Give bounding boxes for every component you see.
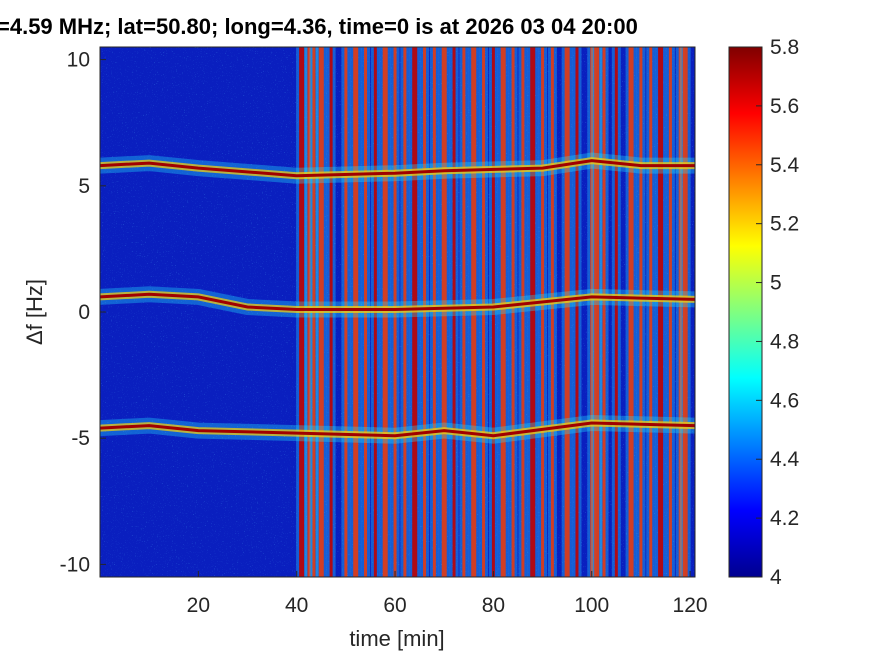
y-tick-label: 5 bbox=[78, 175, 90, 198]
band bbox=[462, 47, 466, 577]
x-tick-label: 100 bbox=[574, 594, 609, 617]
band bbox=[614, 47, 618, 577]
band bbox=[575, 47, 579, 577]
colorbar-ticks: 5.8 5.6 5.4 5.2 5 4.8 4.6 4.4 4.2 4 bbox=[756, 36, 800, 589]
colorbar-frame bbox=[728, 46, 763, 578]
colorbar-tick-label: 4.6 bbox=[770, 389, 799, 412]
band bbox=[639, 47, 643, 577]
colorbar-tick-label: 5.8 bbox=[770, 36, 799, 59]
colorbar-tick-label: 4.4 bbox=[770, 448, 800, 471]
colorbar-tick-label: 4.8 bbox=[770, 330, 799, 353]
colorbar-tick-label: 4.2 bbox=[770, 507, 799, 530]
band bbox=[594, 47, 600, 577]
y-axis: 10 5 0 -5 -10 bbox=[60, 49, 106, 576]
band bbox=[541, 47, 545, 577]
band bbox=[530, 47, 536, 577]
y-tick-label: 10 bbox=[67, 49, 90, 72]
x-tick-label: 60 bbox=[383, 594, 406, 617]
band bbox=[628, 47, 634, 577]
band bbox=[678, 47, 682, 577]
y-tick-label: -5 bbox=[71, 427, 90, 450]
band bbox=[550, 47, 554, 577]
chart-title: =4.59 MHz; lat=50.80; long=4.36, time=0 … bbox=[0, 14, 875, 48]
band bbox=[564, 47, 570, 577]
band bbox=[649, 47, 653, 577]
x-axis-label: time [min] bbox=[349, 626, 444, 651]
x-tick-label: 20 bbox=[187, 594, 210, 617]
plot-area bbox=[99, 46, 696, 578]
y-axis-label: Δf [Hz] bbox=[22, 279, 47, 345]
y-tick-label: 0 bbox=[78, 301, 90, 324]
x-tick-label: 120 bbox=[673, 594, 708, 617]
band bbox=[471, 47, 477, 577]
band bbox=[500, 47, 506, 577]
x-tick-label: 40 bbox=[285, 594, 308, 617]
band bbox=[590, 47, 594, 577]
colorbar-tick-label: 5 bbox=[770, 272, 782, 295]
band bbox=[482, 47, 486, 577]
band bbox=[441, 47, 447, 577]
band bbox=[602, 47, 606, 577]
band bbox=[668, 47, 672, 577]
signal-traces bbox=[100, 152, 695, 444]
x-tick-label: 80 bbox=[482, 594, 505, 617]
band bbox=[491, 47, 495, 577]
band bbox=[452, 47, 456, 577]
colorbar-tick-label: 4 bbox=[770, 566, 782, 589]
colorbar-tick-label: 5.2 bbox=[770, 213, 799, 236]
colorbar-tick-label: 5.4 bbox=[770, 154, 800, 177]
chart-title-text: =4.59 MHz; lat=50.80; long=4.36, time=0 … bbox=[0, 14, 638, 39]
band bbox=[658, 47, 664, 577]
trace-line bbox=[100, 292, 695, 311]
colorbar: 5.8 5.6 5.4 5.2 5 4.8 4.6 4.4 4.2 4 bbox=[728, 36, 800, 589]
y-tick-label: -10 bbox=[60, 553, 90, 576]
band bbox=[511, 47, 515, 577]
colorbar-gradient bbox=[729, 47, 762, 577]
band bbox=[682, 47, 688, 577]
colorbar-tick-label: 5.6 bbox=[770, 95, 799, 118]
trace-line bbox=[100, 159, 695, 178]
x-axis: 20 40 60 80 100 120 bbox=[187, 571, 708, 617]
band bbox=[521, 47, 525, 577]
trace-line bbox=[100, 421, 695, 438]
